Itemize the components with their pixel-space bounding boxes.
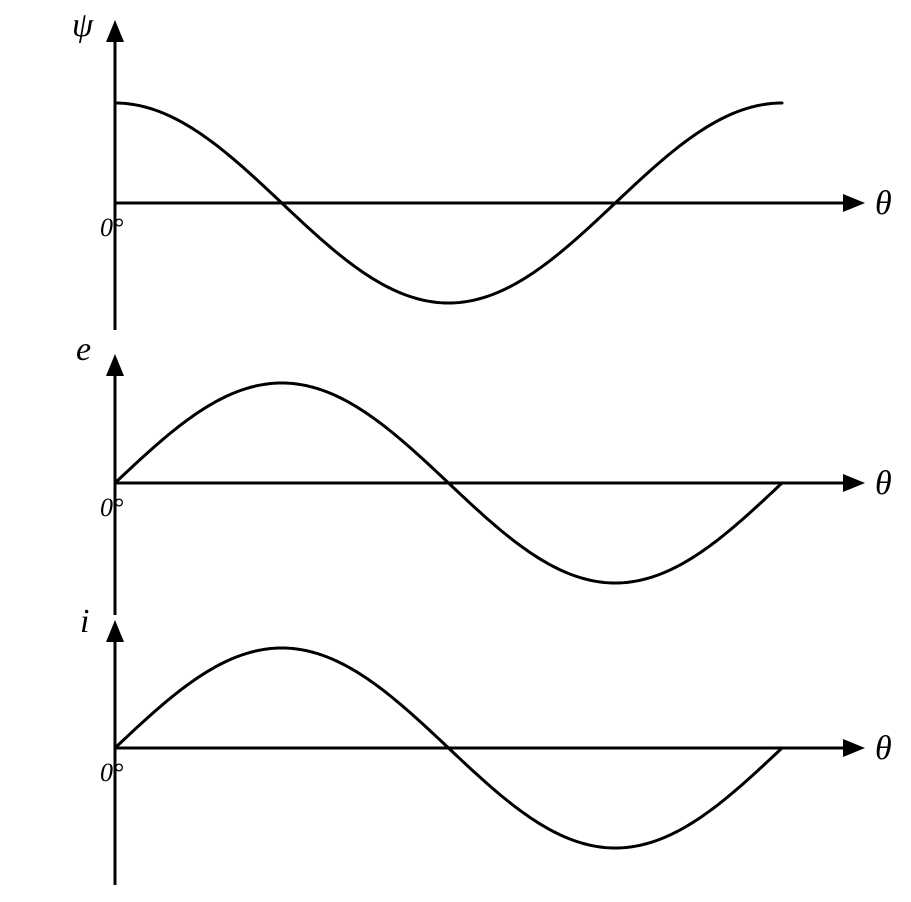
e-x-label: θ <box>875 465 892 502</box>
e-plot: e θ 0° <box>76 331 892 615</box>
psi-origin-label: 0° <box>100 213 123 242</box>
i-origin-label: 0° <box>100 758 123 787</box>
i-y-label: i <box>80 603 89 640</box>
i-x-arrow-icon <box>843 739 865 757</box>
i-x-label: θ <box>875 730 892 767</box>
e-origin-label: 0° <box>100 493 123 522</box>
psi-x-arrow-icon <box>843 194 865 212</box>
e-x-arrow-icon <box>843 474 865 492</box>
e-y-label: e <box>76 331 91 368</box>
psi-y-label: ψ <box>72 7 94 44</box>
psi-y-arrow-icon <box>106 20 124 42</box>
psi-x-label: θ <box>875 185 892 222</box>
e-y-arrow-icon <box>106 354 124 376</box>
waveform-figure: ψ θ 0° e θ 0° i θ 0° <box>0 0 911 902</box>
psi-plot: ψ θ 0° <box>72 7 892 330</box>
i-plot: i θ 0° <box>80 603 892 885</box>
i-y-arrow-icon <box>106 620 124 642</box>
